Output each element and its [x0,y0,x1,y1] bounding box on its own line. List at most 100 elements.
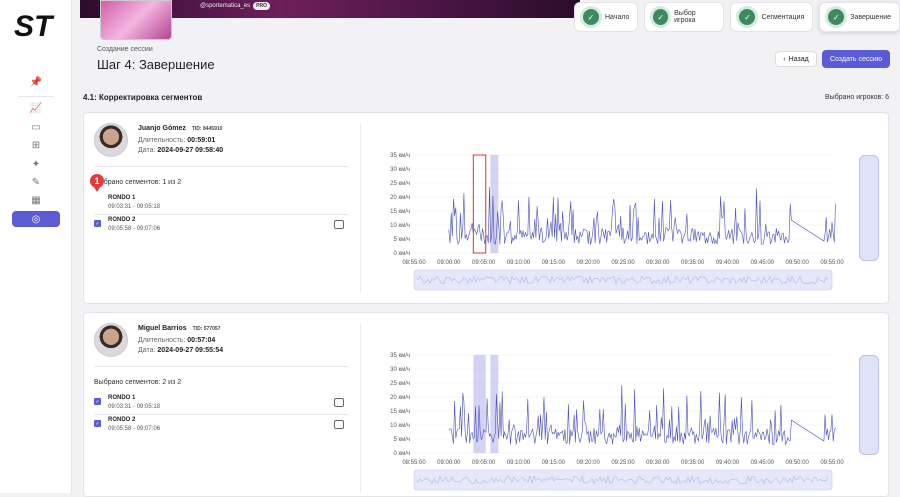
sidebar-item-runner[interactable]: ✦ [12,156,60,172]
segment-name: RONDO 1 [108,195,136,201]
y-tick-label: 0 км/ч [393,451,410,457]
highlight-range [473,355,486,453]
avatar [94,323,128,357]
x-tick-label: 09:20:00 [576,460,600,466]
segment-name: RONDO 2 [108,417,136,423]
profile-handle: @sportematica_es PRO [200,2,270,10]
duration-value: 00:57:04 [187,337,216,344]
speed-series-line [448,186,836,246]
x-tick-label: 09:30:00 [646,460,670,466]
check-icon: ✓ [653,9,669,25]
step-label: Завершение [850,13,891,21]
logo-text: ST [14,10,55,42]
segment-row[interactable]: ✓ RONDO 2 09:05:58 - 09:07:06 [94,417,348,437]
column-divider [360,123,361,293]
step-finish[interactable]: ✓ Завершение [819,2,900,32]
player-card: Juanjo Gómez TID: 8445910 Длительность: 0… [83,112,889,304]
date-label: Дата: [138,147,156,154]
x-tick-label: 09:40:00 [716,260,740,266]
x-tick-label: 09:15:00 [542,260,566,266]
scrollbar-handle[interactable] [859,355,879,455]
step-segmentation[interactable]: ✓ Сегментация [730,2,814,32]
x-tick-label: 09:15:00 [542,460,566,466]
range-navigator [413,269,833,291]
check-icon: ✓ [828,9,845,25]
player-name: Miguel Barrios TID: 577057 [138,325,220,332]
player-tid: TID: 577057 [192,326,221,332]
sidebar-item-analytics[interactable]: 📈 [12,100,60,116]
player-duration: Длительность: 00:57:04 [138,337,215,344]
segment-time: 09:03:31 - 09:05:18 [108,204,161,210]
segment-checkbox[interactable]: ✓ [94,220,101,227]
segment-time: 09:05:58 - 09:07:06 [108,426,161,432]
comment-icon[interactable] [334,398,344,407]
x-tick-label: 09:10:00 [507,460,531,466]
speed-chart: 0 км/ч 5 км/ч 10 км/ч 15 км/ч 20 км/ч 25 км/ч… [390,153,844,291]
y-tick-label: 15 км/ч [390,409,410,415]
check-icon: ✓ [739,9,756,25]
player-tid: TID: 8445910 [191,126,223,132]
runner-icon: ✦ [31,158,41,170]
y-tick-label: 25 км/ч [390,381,410,387]
comment-icon[interactable] [334,220,344,229]
field-icon: ⊞ [31,139,41,151]
step-label: Выбор игрока [674,10,696,24]
highlight-range [472,154,487,254]
sidebar-item-calendar[interactable]: ▦ [12,192,60,208]
app-logo[interactable]: ST [14,8,60,42]
step-start[interactable]: ✓ Начало [574,2,639,32]
player-date: Дата: 2024-09-27 09:55:54 [138,347,223,354]
segment-checkbox[interactable]: ✓ [94,398,101,405]
x-tick-label: 08:55:00 [402,260,426,266]
y-tick-label: 35 км/ч [390,353,410,359]
x-tick-label: 09:00:00 [437,260,461,266]
x-tick-label: 09:20:00 [576,260,600,266]
check-icon: ✓ [583,9,599,25]
sidebar-divider [18,96,54,97]
wallet-icon: ▭ [31,121,41,133]
x-tick-label: 09:55:00 [820,260,844,266]
edit-icon: ✎ [31,176,41,188]
chevron-left-icon: ‹ [783,55,786,63]
scrollbar-handle[interactable] [859,155,879,261]
player-date: Дата: 2024-09-27 09:58:40 [138,147,223,154]
x-tick-label: 09:45:00 [751,260,775,266]
page-title: Шаг 4: Завершение [97,57,215,72]
calendar-icon: ▦ [31,194,41,206]
segment-checkbox[interactable]: ✓ [94,420,101,427]
divider [94,366,348,367]
sidebar-item-wallet[interactable]: ▭ [12,119,60,135]
segment-time: 09:05:58 - 09:07:06 [108,226,161,232]
y-tick-label: 15 км/ч [390,209,410,215]
x-tick-label: 09:10:00 [507,260,531,266]
player-card: Miguel Barrios TID: 577057 Длительность: … [83,312,889,497]
y-tick-label: 5 км/ч [393,437,410,443]
sidebar-item-pin[interactable]: 📌 [12,74,60,90]
annotation-arrow-icon [92,184,102,192]
x-tick-label: 09:35:00 [681,460,705,466]
sidebar-item-field[interactable]: ⊞ [12,137,60,153]
step-player-select[interactable]: ✓ Выбор игрока [644,2,725,32]
duration-label: Длительность: [138,137,186,144]
back-button[interactable]: ‹ Назад [775,51,817,67]
x-tick-label: 09:25:00 [611,260,635,266]
segments-selected-count: Выбрано сегментов: 2 из 2 [94,379,182,386]
x-tick-label: 09:05:00 [472,260,496,266]
comment-icon[interactable] [334,420,344,429]
y-tick-label: 25 км/ч [390,181,410,187]
segment-row[interactable]: RONDO 1 09:03:31 - 09:05:18 [94,195,348,215]
segment-row[interactable]: ✓ RONDO 2 09:05:58 - 09:07:06 [94,217,348,237]
create-session-button[interactable]: Создать сессию [822,50,890,68]
pro-badge: PRO [253,2,270,10]
section-title: 4.1: Корректировка сегментов [83,93,203,102]
sidebar-item-target[interactable]: ◎ [12,211,60,227]
x-tick-label: 09:05:00 [472,460,496,466]
divider [94,214,348,215]
x-tick-label: 09:45:00 [751,460,775,466]
player-name-text: Juanjo Gómez [138,125,186,132]
segment-row[interactable]: ✓ RONDO 1 09:03:31 - 09:05:18 [94,395,348,415]
breadcrumb: Создание сессии [97,46,153,53]
pin-icon: 📌 [29,76,43,88]
sidebar-item-edit[interactable]: ✎ [12,174,60,190]
y-tick-label: 10 км/ч [390,423,410,429]
